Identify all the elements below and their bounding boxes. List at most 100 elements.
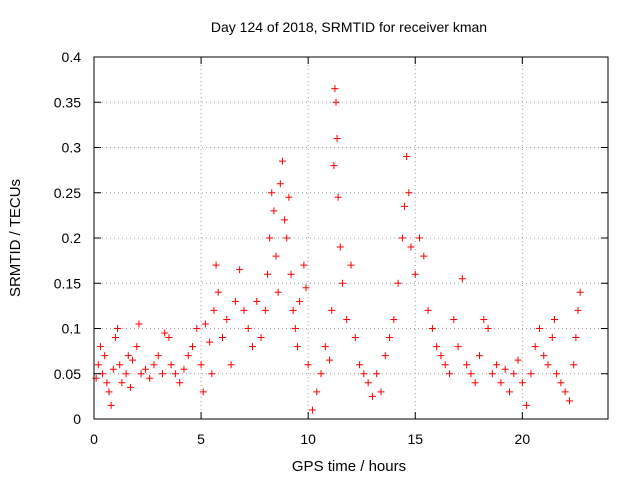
data-point [505, 388, 513, 396]
data-point [96, 343, 104, 351]
y-axis-label: SRMTID / TECUs [7, 179, 24, 297]
data-point [497, 379, 505, 387]
data-point [364, 379, 372, 387]
data-point [386, 334, 394, 342]
data-point [272, 252, 280, 260]
data-point [129, 356, 137, 364]
data-point [360, 370, 368, 378]
data-point [565, 397, 573, 405]
x-axis-ticks: 0 5 10 15 20 [90, 57, 530, 447]
data-point [493, 361, 501, 369]
data-point [518, 379, 526, 387]
data-point [94, 361, 102, 369]
data-point [208, 370, 216, 378]
data-point [356, 361, 364, 369]
data-point [476, 352, 483, 360]
data-point [253, 297, 261, 305]
data-point [336, 243, 344, 251]
data-point [420, 252, 428, 260]
y-tick-label: 0.15 [54, 275, 81, 291]
data-point [197, 361, 205, 369]
data-point [510, 370, 518, 378]
data-point [268, 189, 276, 197]
data-point [124, 352, 132, 360]
data-point [332, 98, 340, 106]
data-point [159, 370, 167, 378]
data-point [231, 297, 239, 305]
data-point [281, 216, 289, 224]
data-point [570, 361, 578, 369]
data-point [550, 315, 558, 323]
data-point [390, 315, 398, 323]
data-point [141, 365, 149, 373]
data-point [321, 343, 329, 351]
data-point [193, 325, 201, 332]
data-point [377, 388, 385, 396]
data-point [433, 343, 441, 351]
data-point [381, 352, 389, 360]
data-point [146, 374, 154, 382]
data-point [553, 370, 561, 378]
x-tick-label: 15 [407, 431, 423, 447]
data-point [572, 334, 580, 342]
data-point [223, 315, 231, 323]
data-point [331, 85, 339, 93]
data-point [458, 275, 466, 283]
y-tick-label: 0.05 [54, 366, 81, 382]
data-point [454, 343, 462, 351]
data-point [240, 306, 248, 314]
data-point [206, 338, 214, 346]
data-point [535, 325, 543, 332]
grid [94, 57, 608, 419]
data-point [274, 288, 282, 296]
x-axis-label: GPS time / hours [292, 458, 406, 475]
data-point [428, 325, 436, 332]
data-point [171, 370, 179, 378]
data-point [313, 388, 321, 396]
data-point [531, 343, 539, 351]
data-point [122, 370, 130, 378]
data-point [330, 162, 338, 170]
data-point [201, 320, 209, 328]
data-point [263, 270, 271, 278]
y-tick-label: 0.3 [62, 140, 82, 156]
data-point [373, 370, 381, 378]
data-point [291, 325, 299, 332]
data-point [484, 325, 492, 332]
data-point [398, 234, 406, 242]
data-point [270, 207, 278, 215]
data-point [227, 361, 235, 369]
data-point [501, 365, 509, 373]
data-point [527, 370, 535, 378]
data-point [126, 383, 134, 391]
data-point [328, 306, 336, 314]
data-point [176, 379, 184, 387]
data-point [338, 279, 346, 287]
data-point [544, 361, 552, 369]
data-point [165, 334, 173, 342]
y-tick-label: 0.25 [54, 185, 81, 201]
data-point [180, 365, 188, 373]
data-point [150, 361, 158, 369]
data-point [514, 356, 522, 364]
data-point [574, 306, 582, 314]
data-point [137, 370, 145, 378]
data-point [199, 388, 207, 396]
data-point [467, 370, 475, 378]
data-point [296, 297, 304, 305]
data-point [278, 157, 286, 165]
data-points [92, 85, 584, 414]
data-point [118, 379, 126, 387]
data-point [407, 243, 415, 251]
x-tick-label: 0 [90, 431, 98, 447]
data-point [244, 325, 252, 332]
data-point [261, 306, 269, 314]
data-point [101, 352, 109, 360]
data-point [293, 343, 301, 351]
data-point [405, 189, 413, 197]
y-axis-ticks: 0 0.05 0.1 0.15 0.2 0.25 0.3 0.35 0.4 [54, 49, 608, 427]
data-point [326, 356, 334, 364]
data-point [424, 306, 432, 314]
data-point [133, 343, 141, 351]
